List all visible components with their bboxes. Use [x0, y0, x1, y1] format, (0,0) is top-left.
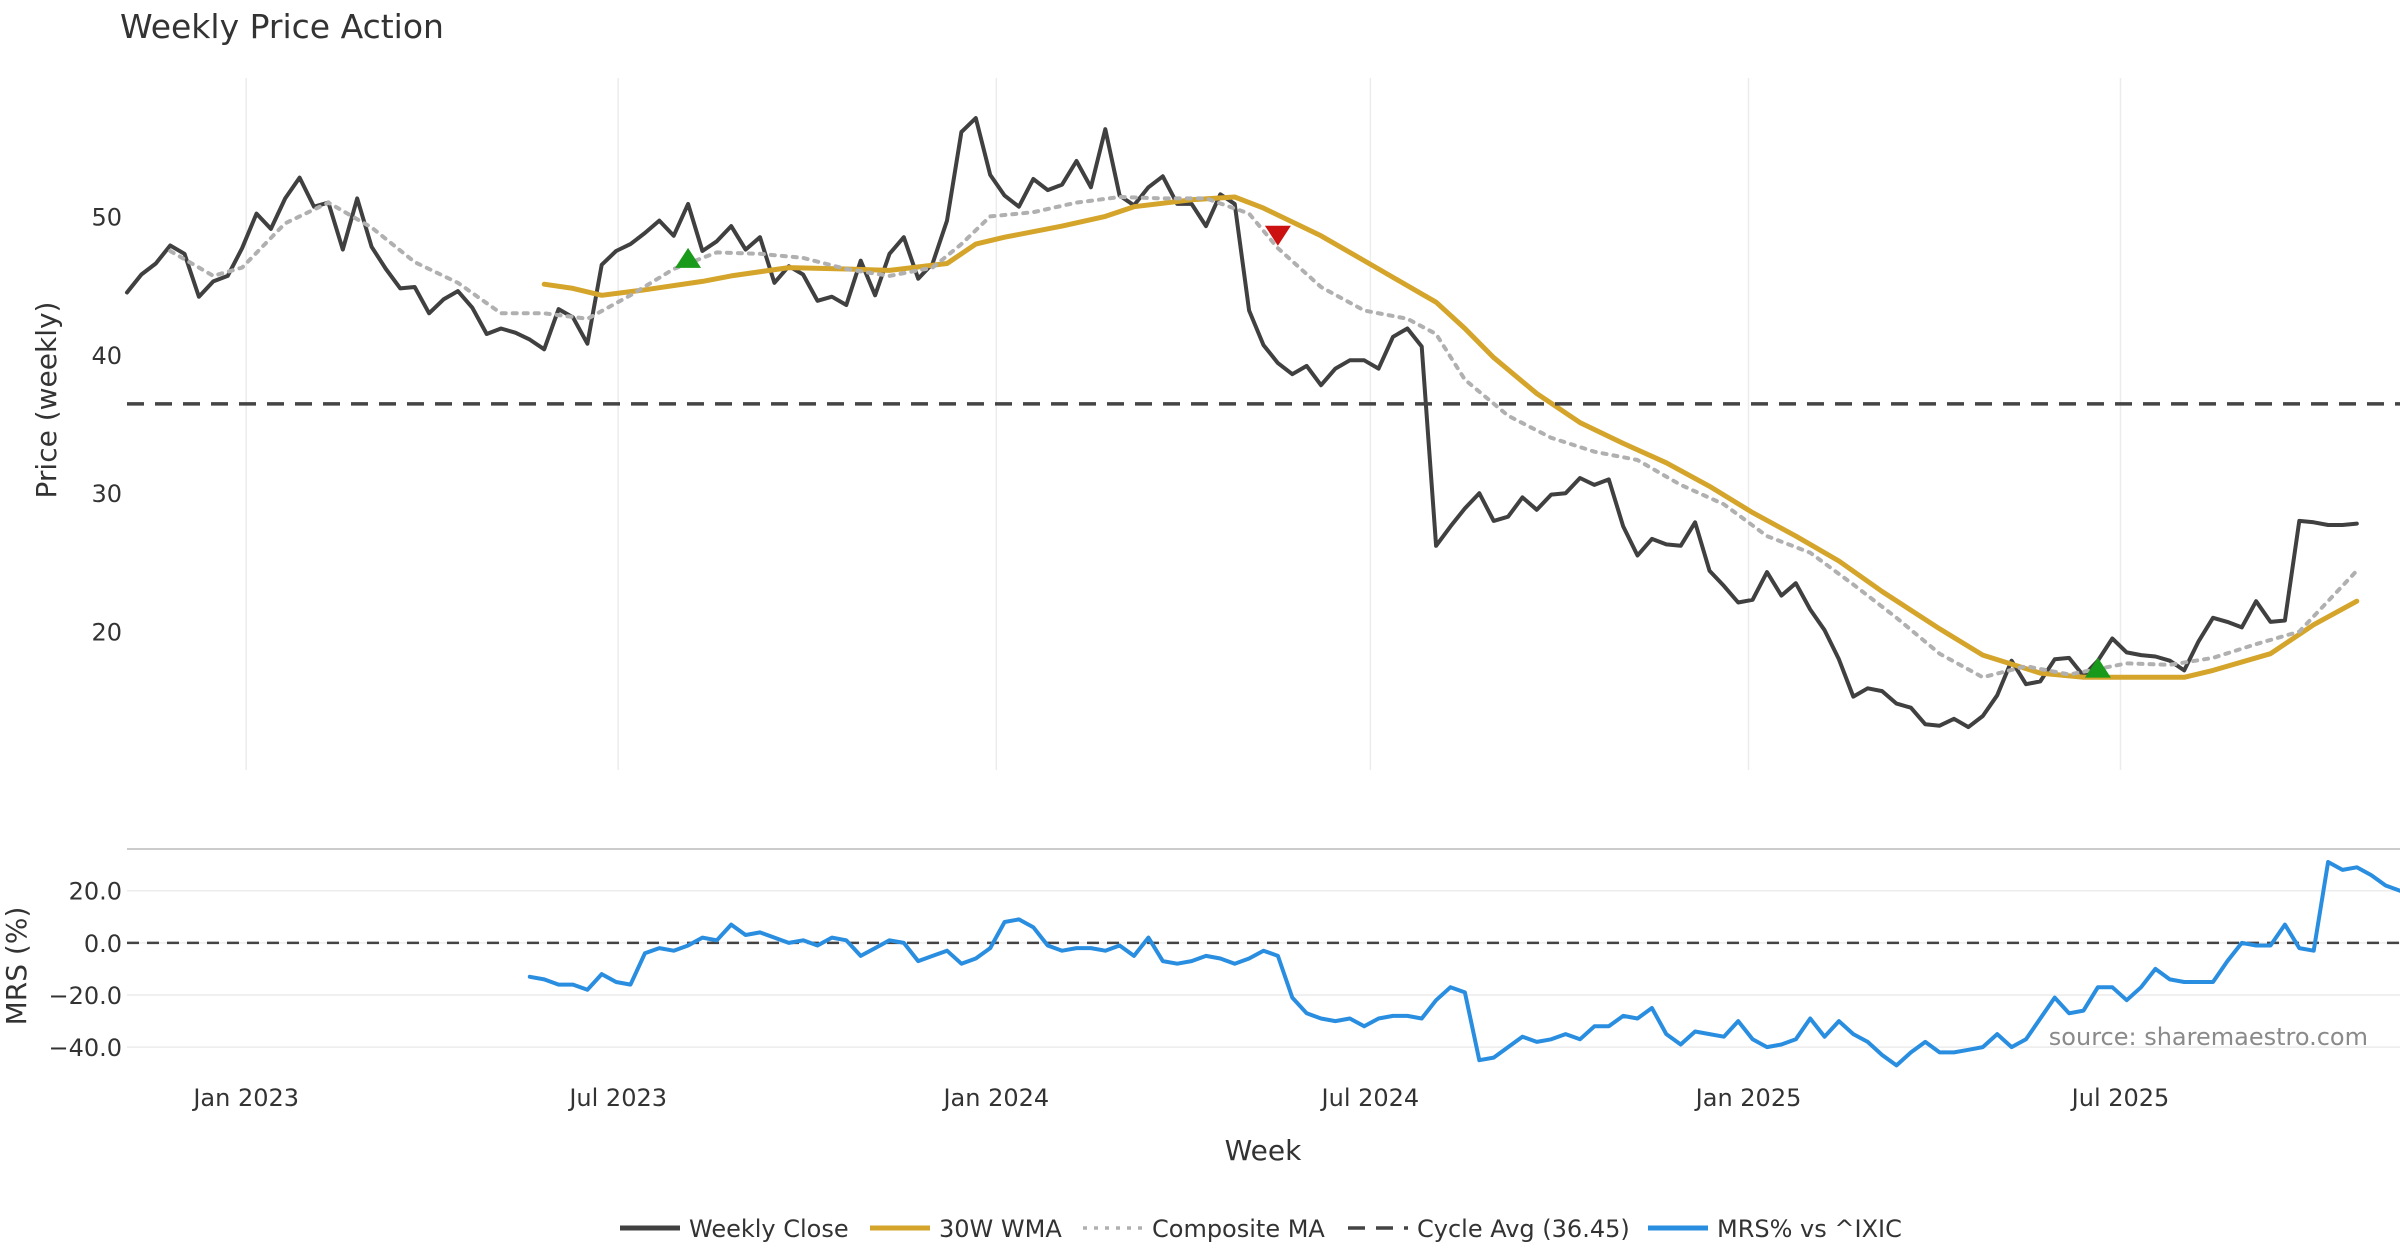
price-y-tick-label: 50 [91, 203, 122, 231]
x-tick-label: Jan 2023 [191, 1084, 299, 1112]
legend-label: 30W WMA [939, 1215, 1062, 1243]
price-y-tick-label: 30 [91, 480, 122, 508]
grid-lines [127, 78, 2400, 1048]
source-note: source: sharemaestro.com [2049, 1023, 2368, 1051]
mrs-y-tick-label: −20.0 [48, 982, 122, 1010]
chart-legend: Weekly Close 30W WMA Composite MA Cycle Avg… [620, 1215, 1902, 1243]
legend-label: Weekly Close [689, 1215, 849, 1243]
weekly-close-line [125, 116, 2359, 730]
x-axis-title: Week [1225, 1134, 1302, 1167]
mrs-y-axis-title: MRS (%) [0, 907, 33, 1026]
mrs-y-tick-label: −40.0 [48, 1034, 122, 1062]
x-tick-label: Jul 2024 [1320, 1084, 1420, 1112]
composite-ma-line [168, 195, 2359, 680]
x-tick-label: Jul 2023 [567, 1084, 667, 1112]
sell-signal-marker [1264, 225, 1291, 246]
price-y-tick-label: 20 [91, 619, 122, 647]
legend-label: Composite MA [1152, 1215, 1325, 1243]
price-y-tick-label: 40 [91, 342, 122, 370]
price-y-axis-title: Price (weekly) [30, 302, 63, 499]
x-tick-label: Jan 2024 [941, 1084, 1049, 1112]
legend-label: MRS% vs ^IXIC [1717, 1215, 1902, 1243]
wma-30w-line [541, 194, 2360, 680]
mrs-y-tick-label: 20.0 [69, 878, 122, 906]
legend-label: Cycle Avg (36.45) [1417, 1215, 1630, 1243]
buy-signal-marker [675, 247, 702, 268]
buy-signal-marker [2084, 657, 2111, 678]
mrs-y-tick-label: 0.0 [84, 930, 122, 958]
x-tick-label: Jan 2025 [1694, 1084, 1802, 1112]
chart-title: Weekly Price Action [120, 7, 444, 46]
x-tick-label: Jul 2025 [2070, 1084, 2170, 1112]
mrs-line [527, 860, 2400, 1068]
